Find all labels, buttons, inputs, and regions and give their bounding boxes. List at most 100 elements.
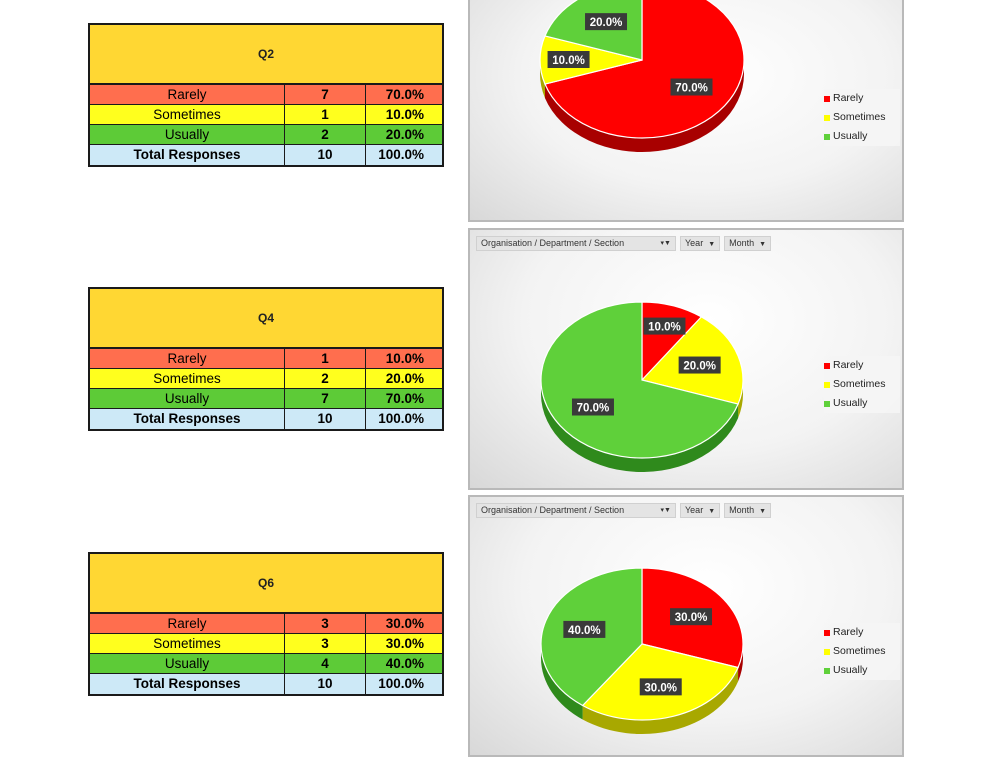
filter-bar: Organisation / Department / Section ▾▼ Ye… (476, 503, 772, 518)
pie-chart-q4: 10.0% 20.0% 70.0% (540, 301, 744, 472)
row-percent: 10.0% (385, 107, 424, 122)
row-count: 2 (285, 369, 366, 388)
filter-month-label: Month (729, 505, 755, 515)
table-row-usually: Usually 7 70.0% (90, 389, 442, 409)
data-label-text: 20.0% (683, 361, 716, 373)
total-count: 10 (285, 674, 366, 694)
filter-org-label: Organisation / Department / Section (481, 238, 625, 248)
table-row-rarely: Rarely 3 30.0% (90, 614, 442, 634)
total-count: 10 (285, 409, 366, 429)
row-count: 1 (285, 105, 366, 124)
q2-table: Q2 Rarely 7 70.0% Sometimes 1 10.0% Usua… (88, 23, 444, 167)
row-label: Rarely (90, 349, 285, 368)
data-label-text: 70.0% (577, 403, 610, 415)
table-row-total: Total Responses 10 100.0% (90, 145, 442, 165)
legend-item-sometimes[interactable]: Sometimes (824, 375, 900, 394)
legend-label: Sometimes (833, 378, 886, 390)
legend-swatch-usually (824, 400, 830, 407)
filter-org-button[interactable]: Organisation / Department / Section ▾▼ (476, 236, 676, 251)
table-row-rarely: Rarely 7 70.0% (90, 85, 442, 105)
data-label-usually: 70.0% (571, 398, 614, 416)
total-percent: 100.0% (378, 147, 424, 162)
pie-side-usually (541, 380, 739, 472)
total-count: 10 (285, 145, 366, 165)
data-label-usually: 40.0% (563, 620, 606, 638)
row-count: 3 (285, 634, 366, 653)
chart-legend: Rarely Sometimes Usually (824, 623, 900, 680)
filter-org-button[interactable]: Organisation / Department / Section ▾▼ (476, 503, 676, 518)
table-row-rarely: Rarely 1 10.0% (90, 349, 442, 369)
filter-org-label: Organisation / Department / Section (481, 505, 625, 515)
row-count: 7 (285, 85, 366, 104)
row-count: 3 (285, 614, 366, 633)
row-count: 2 (285, 125, 366, 144)
table-row-sometimes: Sometimes 2 20.0% (90, 369, 442, 389)
total-label: Total Responses (90, 409, 285, 429)
row-label: Usually (90, 389, 285, 408)
legend-swatch-rarely (824, 95, 830, 102)
pie-depth (541, 644, 743, 734)
data-label-rarely: 70.0% (670, 78, 713, 96)
data-label-bg (571, 398, 614, 416)
row-label: Rarely (90, 85, 285, 104)
legend-item-usually[interactable]: Usually (824, 394, 900, 413)
filter-bar: Organisation / Department / Section ▾▼ Ye… (476, 236, 772, 251)
legend-item-sometimes[interactable]: Sometimes (824, 642, 900, 661)
total-label: Total Responses (90, 674, 285, 694)
chevron-down-icon: ▼ (759, 241, 767, 248)
data-label-bg (585, 13, 628, 31)
legend-item-rarely[interactable]: Rarely (824, 89, 900, 108)
q6-table: Q6 Rarely 3 30.0% Sometimes 3 30.0% Usua… (88, 552, 444, 696)
pie-side-rarely (738, 644, 743, 682)
funnel-dropdown-icon: ▾▼ (660, 240, 671, 247)
filter-month-button[interactable]: Month ▼ (724, 236, 772, 251)
data-label-text: 40.0% (568, 625, 601, 637)
data-label-text: 10.0% (648, 322, 681, 334)
row-label: Rarely (90, 614, 285, 633)
chart-legend: Rarely Sometimes Usually (824, 356, 900, 413)
legend-label: Sometimes (833, 111, 886, 123)
pie-slice-usually[interactable] (540, 301, 739, 459)
row-percent: 30.0% (385, 616, 424, 631)
data-label-rarely: 30.0% (670, 608, 713, 626)
table-title: Q4 (90, 289, 442, 349)
row-label: Sometimes (90, 105, 285, 124)
table-row-total: Total Responses 10 100.0% (90, 674, 442, 694)
filter-year-button[interactable]: Year ▼ (680, 503, 721, 518)
data-label-bg (670, 608, 713, 626)
legend-item-usually[interactable]: Usually (824, 127, 900, 146)
legend-item-usually[interactable]: Usually (824, 661, 900, 680)
row-count: 7 (285, 389, 366, 408)
row-percent: 10.0% (385, 351, 424, 366)
table-row-sometimes: Sometimes 3 30.0% (90, 634, 442, 654)
legend-label: Sometimes (833, 645, 886, 657)
table-title: Q2 (90, 25, 442, 85)
legend-item-sometimes[interactable]: Sometimes (824, 108, 900, 127)
data-label-bg (639, 678, 682, 696)
filter-month-button[interactable]: Month ▼ (724, 503, 772, 518)
pie-chart-q6: 30.0% 30.0% 40.0% (540, 567, 744, 734)
legend-swatch-rarely (824, 629, 830, 636)
legend-label: Rarely (833, 92, 864, 104)
data-label-text: 30.0% (644, 682, 677, 694)
filter-year-button[interactable]: Year ▼ (680, 236, 721, 251)
filter-year-label: Year (685, 238, 704, 248)
funnel-dropdown-icon: ▾▼ (660, 507, 671, 514)
data-label-bg (678, 356, 721, 374)
pie-side-sometimes (582, 667, 739, 734)
legend-item-rarely[interactable]: Rarely (824, 623, 900, 642)
data-label-bg (563, 620, 606, 638)
row-percent: 30.0% (385, 636, 424, 651)
data-label-text: 70.0% (675, 83, 708, 95)
legend-item-rarely[interactable]: Rarely (824, 356, 900, 375)
legend-swatch-rarely (824, 362, 830, 369)
legend-swatch-sometimes (824, 381, 830, 388)
data-label-text: 10.0% (552, 55, 585, 67)
pie-side-rarely (544, 60, 744, 152)
legend-swatch-usually (824, 133, 830, 140)
pie-slice-rarely[interactable] (544, 0, 745, 139)
chart-panel-q6: 30.0% 30.0% 40.0% Organisation / Departmen… (468, 495, 904, 757)
legend-swatch-sometimes (824, 114, 830, 121)
data-label-bg (643, 317, 686, 335)
total-percent: 100.0% (378, 411, 424, 426)
